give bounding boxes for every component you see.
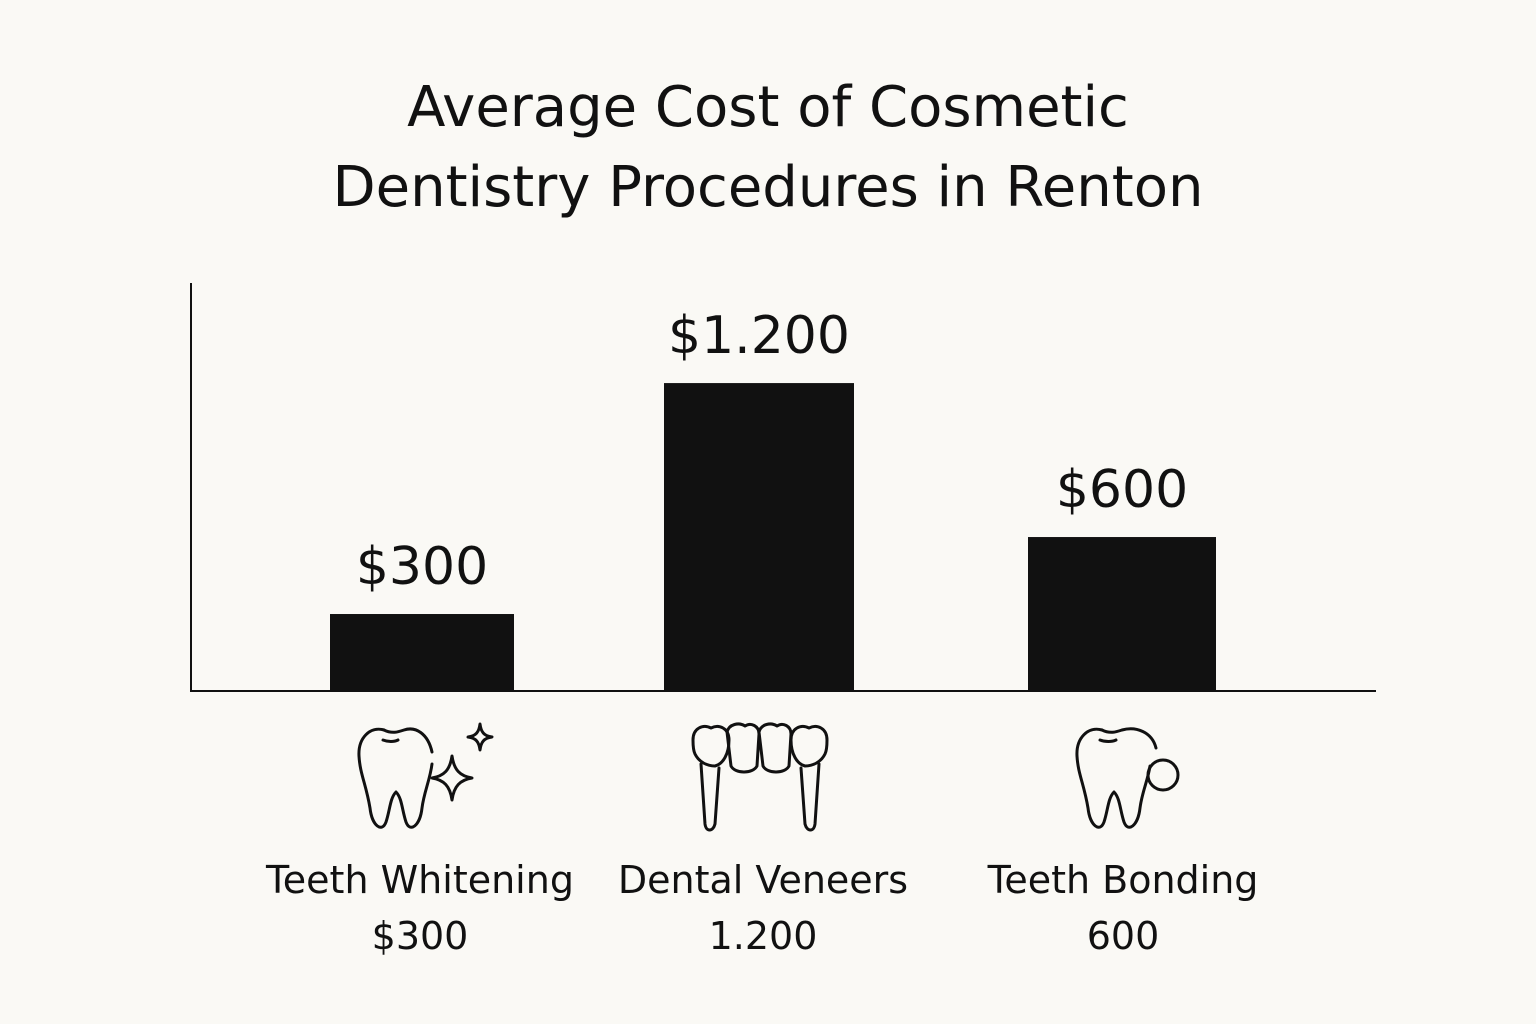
- category-value: 1.200: [708, 914, 818, 958]
- bar-teeth-whitening: [330, 614, 514, 691]
- category-label-teeth-bonding: Teeth Bonding 600: [943, 852, 1303, 964]
- veneers-icon: [685, 718, 835, 842]
- chart-title-line-1: Average Cost of Cosmetic: [407, 75, 1129, 140]
- category-value: 600: [1086, 914, 1160, 958]
- bar-teeth-bonding: [1028, 537, 1216, 691]
- data-label-teeth-whitening: $300: [356, 537, 488, 597]
- category-name: Teeth Whitening: [266, 858, 574, 902]
- category-label-dental-veneers: Dental Veneers 1.200: [583, 852, 943, 964]
- category-name: Teeth Bonding: [987, 858, 1259, 902]
- category-label-teeth-whitening: Teeth Whitening $300: [240, 852, 600, 964]
- bars-group: [330, 383, 1216, 691]
- sparkling-tooth-icon: [352, 718, 502, 842]
- data-label-dental-veneers: $1.200: [668, 306, 850, 366]
- value-labels-group: $300 $1.200 $600: [356, 306, 1188, 597]
- category-value: $300: [371, 914, 469, 958]
- chart-title-line-2: Dentistry Procedures in Renton: [332, 155, 1204, 220]
- data-label-teeth-bonding: $600: [1056, 460, 1188, 520]
- bar-dental-veneers: [664, 383, 854, 691]
- chart-title: Average Cost of Cosmetic Dentistry Proce…: [0, 68, 1536, 228]
- category-name: Dental Veneers: [617, 858, 909, 902]
- bonding-tooth-icon: [1072, 718, 1202, 842]
